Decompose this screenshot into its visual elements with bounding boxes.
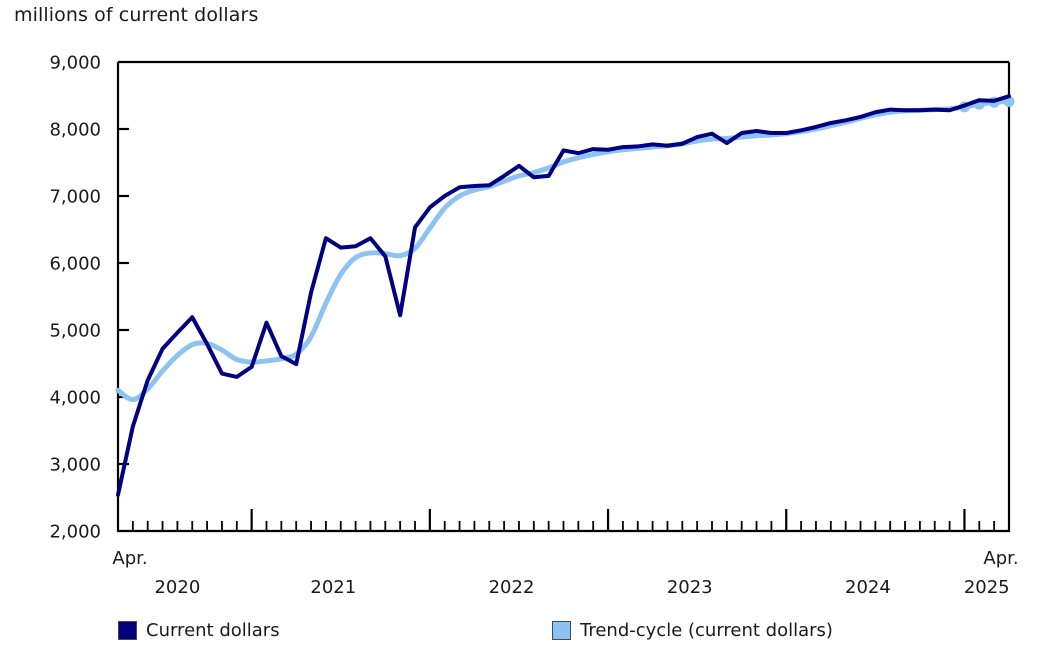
legend-swatch-trend-cycle <box>552 621 571 640</box>
legend-label-current-dollars: Current dollars <box>146 620 280 641</box>
chart-legend: Current dollars Trend-cycle (current dol… <box>0 620 1037 664</box>
axis-frame <box>116 62 1011 533</box>
series-line-current-dollars <box>116 94 1011 497</box>
y-axis-tick-label: 2,000 <box>49 522 101 543</box>
y-axis-tick-label: 4,000 <box>49 388 101 409</box>
x-axis-year-label: 2022 <box>489 577 535 598</box>
y-axis-tick-label: 3,000 <box>49 455 101 476</box>
x-axis-year-label: 2025 <box>964 577 1010 598</box>
legend-label-trend-cycle: Trend-cycle (current dollars) <box>580 620 833 641</box>
units-label: millions of current dollars <box>14 4 259 26</box>
x-axis-start-month-label: Apr. <box>112 548 147 569</box>
x-axis-year-label: 2023 <box>667 577 713 598</box>
legend-swatch-current-dollars <box>118 621 137 640</box>
y-axis-tick-label: 9,000 <box>49 53 101 74</box>
x-axis-year-label: 2020 <box>154 577 200 598</box>
legend-item-current-dollars[interactable]: Current dollars <box>118 620 280 641</box>
y-axis-tick-label: 5,000 <box>49 321 101 342</box>
y-axis-tick-label: 7,000 <box>49 187 101 208</box>
x-axis-year-label: 2021 <box>310 577 356 598</box>
legend-item-trend-cycle[interactable]: Trend-cycle (current dollars) <box>552 620 833 641</box>
y-axis-tick-label: 6,000 <box>49 254 101 275</box>
series-line-trend-cycle <box>115 99 1012 403</box>
x-axis-year-label: 2024 <box>845 577 891 598</box>
y-axis-tick-label: 8,000 <box>49 120 101 141</box>
x-axis-end-month-label: Apr. <box>983 548 1018 569</box>
